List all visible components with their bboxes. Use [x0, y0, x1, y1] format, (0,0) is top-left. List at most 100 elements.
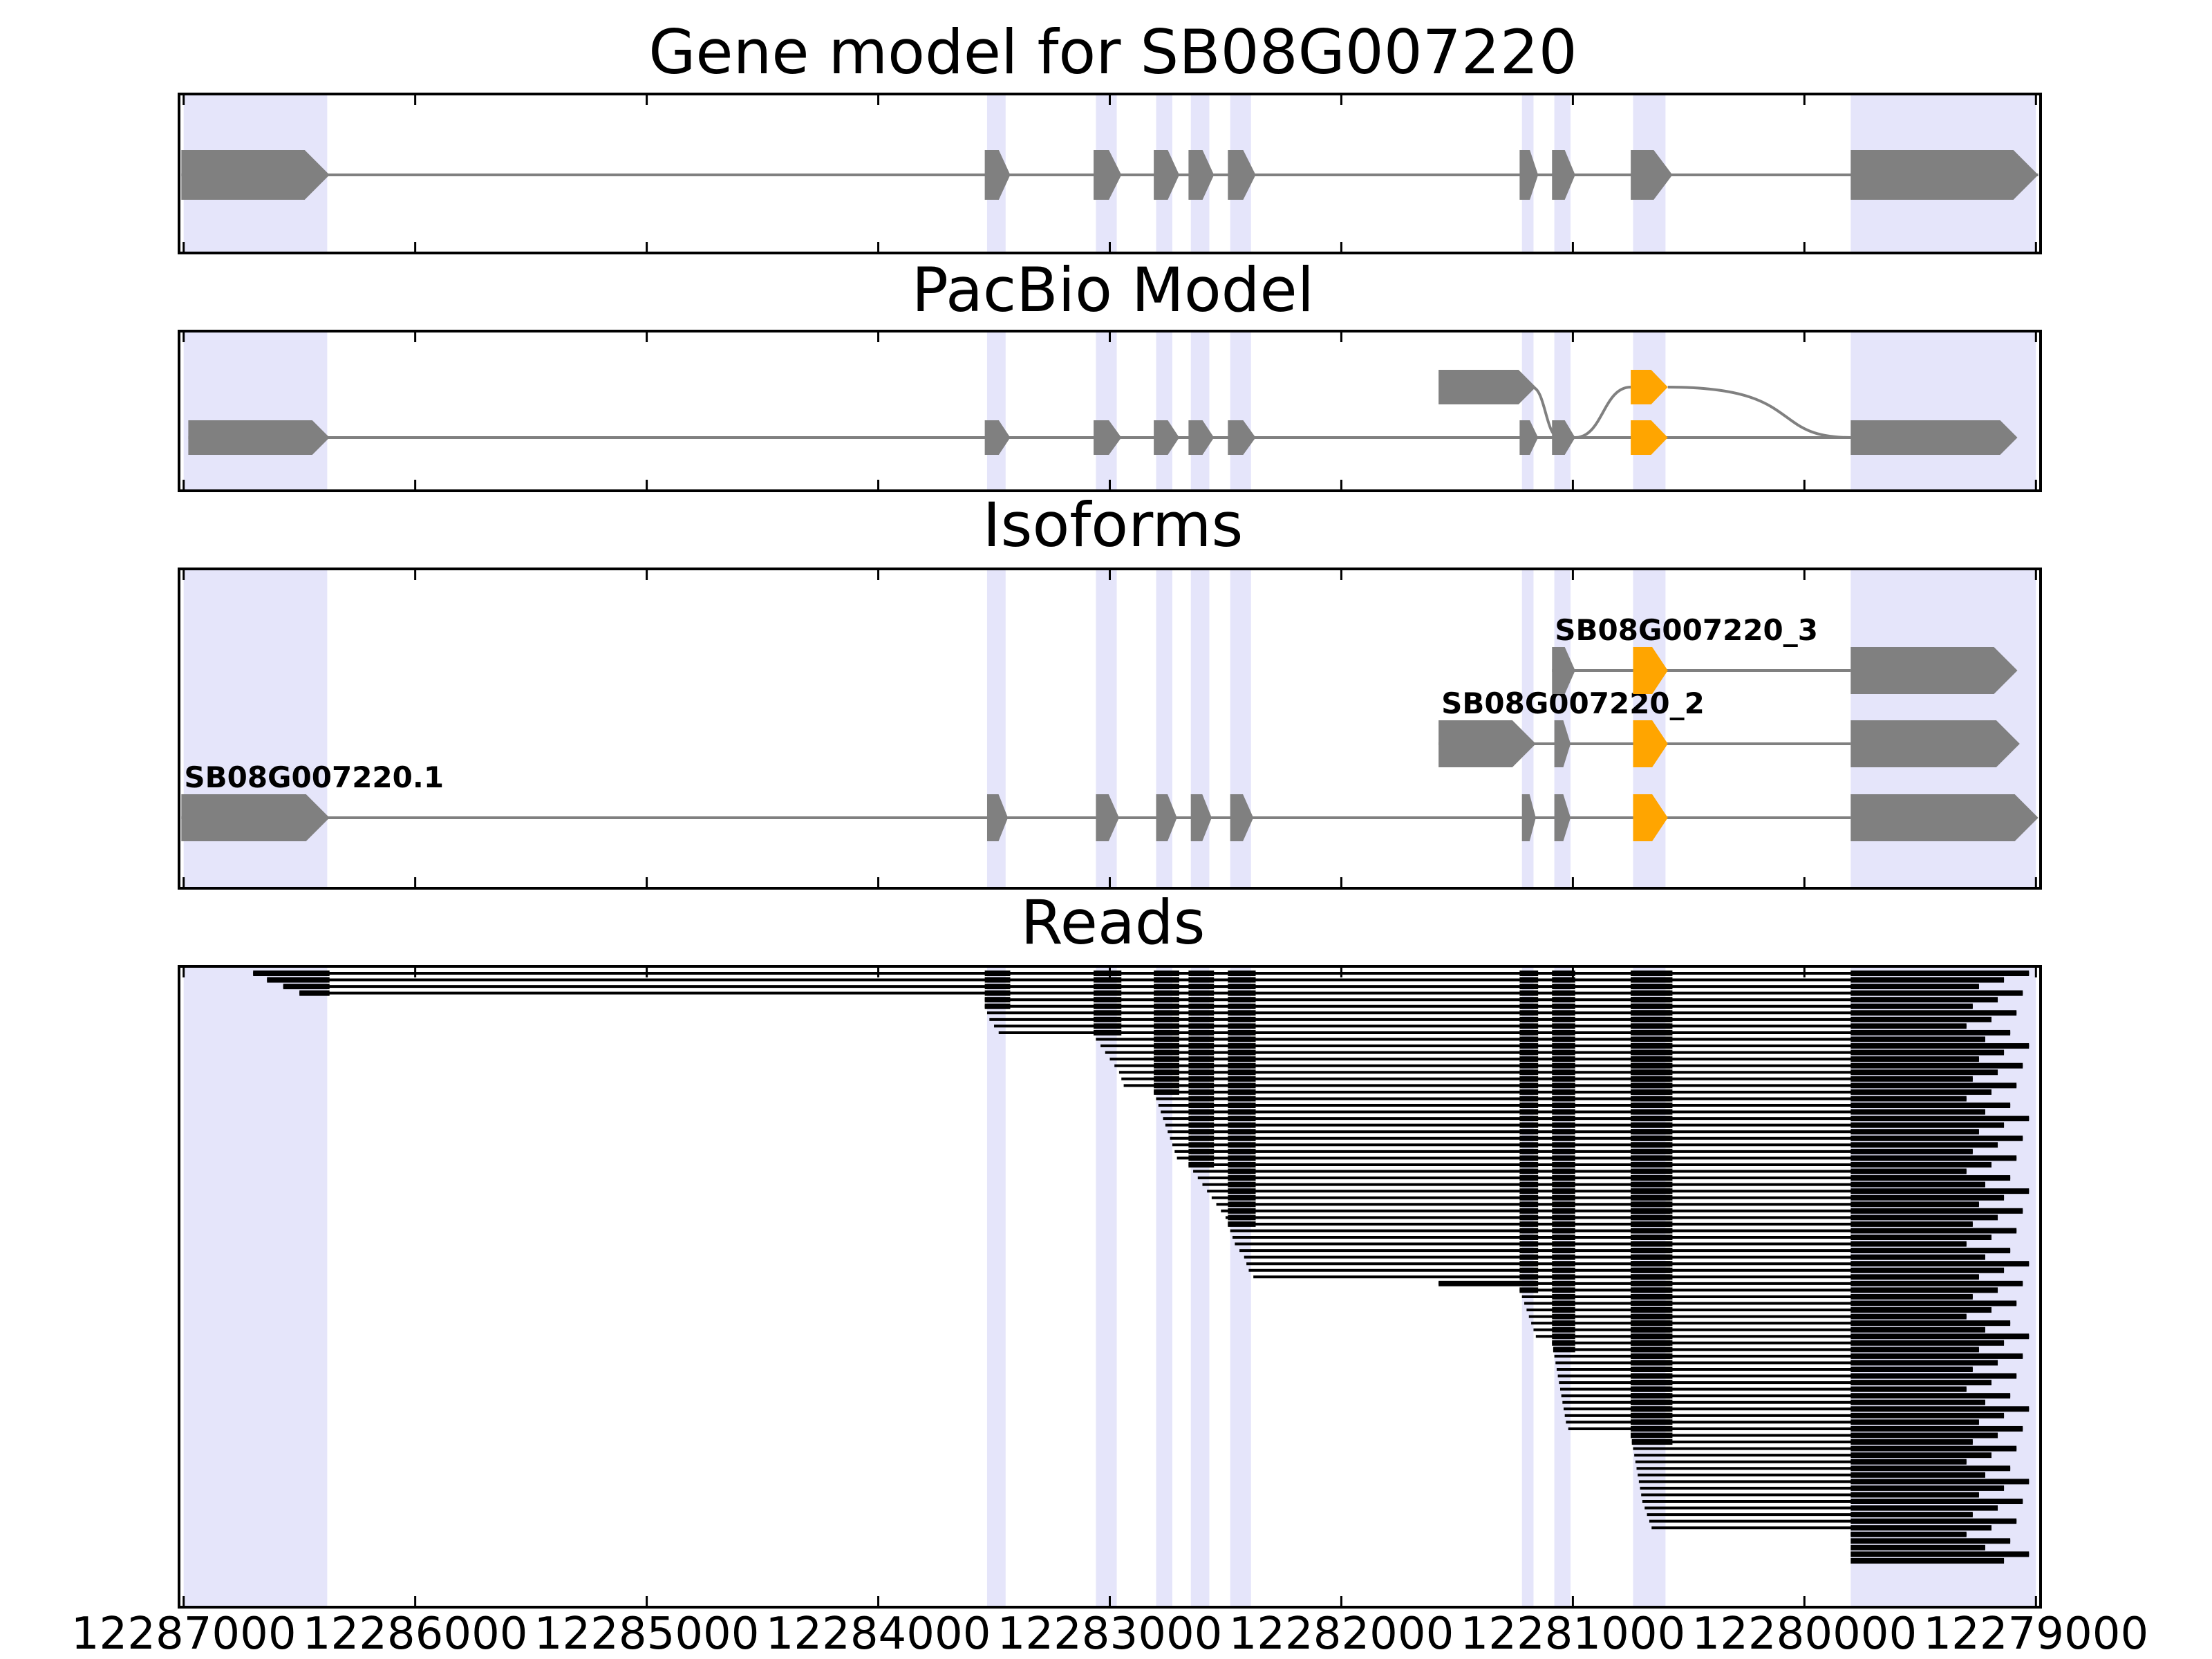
read-block — [1631, 1056, 1671, 1062]
read-block — [1552, 977, 1575, 983]
read-block — [1188, 1155, 1215, 1161]
exon-block — [1552, 647, 1575, 694]
read-block — [1519, 1003, 1539, 1009]
x-tick-label: 12283000 — [997, 1609, 1223, 1659]
highlight-band — [183, 331, 328, 491]
highlight-band — [1096, 331, 1117, 491]
read-block — [1631, 1293, 1671, 1300]
read-block — [1188, 1029, 1215, 1035]
read-block — [1850, 1393, 2011, 1399]
read-block — [1188, 1010, 1215, 1016]
pacbio-model-panel — [178, 330, 2042, 492]
read-block — [1552, 1049, 1575, 1056]
read-block — [1228, 1109, 1256, 1115]
read-block — [1188, 1056, 1215, 1062]
read-block — [1228, 1161, 1256, 1168]
read-block — [1850, 1036, 1985, 1042]
read-block — [1850, 1129, 1979, 1135]
isoforms-panel: SB08G007220.1 SB08G007220_2 SB08G007220_3 — [178, 568, 2042, 890]
read-block — [1850, 1544, 1985, 1550]
read-block — [1850, 1103, 2011, 1108]
read-block — [1631, 997, 1671, 1003]
splice-curve — [1531, 386, 1560, 439]
exon-block — [1096, 794, 1119, 841]
read-block — [1631, 1194, 1671, 1201]
read-block — [1850, 1280, 2023, 1286]
read-block — [1519, 1155, 1539, 1161]
read-block — [1094, 971, 1122, 976]
read-block — [1552, 1320, 1575, 1327]
x-axis-tick-labels: 12287000 12286000 12285000 12284000 1228… — [71, 1609, 2148, 1659]
exon-block — [1230, 794, 1254, 841]
x-tick-label: 12279000 — [1923, 1609, 2148, 1659]
read-block — [1631, 990, 1671, 996]
read-block — [1519, 1228, 1539, 1234]
x-tick-label: 12281000 — [1461, 1609, 1686, 1659]
read-block — [1094, 1003, 1122, 1009]
read-block — [1631, 1016, 1671, 1022]
exon-block — [1850, 720, 2020, 767]
read-block — [1552, 1181, 1575, 1188]
read-block — [1850, 1023, 1967, 1029]
read-block — [1188, 1062, 1215, 1069]
read-block — [1552, 1003, 1575, 1009]
read-block — [1631, 1432, 1671, 1438]
read-block — [1519, 1168, 1539, 1174]
read-block — [1519, 1043, 1539, 1049]
read-block — [1228, 1181, 1256, 1188]
highlight-band — [1633, 966, 1666, 1607]
read-block — [1519, 971, 1539, 976]
read-block — [1631, 1148, 1671, 1154]
read-block — [1519, 1221, 1539, 1227]
exon-block — [1228, 150, 1256, 200]
read-block — [1519, 1016, 1539, 1022]
read-block — [1850, 1307, 1991, 1313]
alternative-exon — [1633, 794, 1668, 841]
read-block — [1850, 1010, 2017, 1016]
read-block — [1850, 1267, 2005, 1273]
x-tick-label: 12285000 — [534, 1609, 760, 1659]
read-block — [1850, 1386, 1967, 1392]
read-block — [1552, 1261, 1575, 1267]
read-block — [1850, 1003, 1973, 1009]
read-block — [1850, 1347, 1979, 1353]
exon-block — [1438, 370, 1536, 404]
read-block — [1631, 1235, 1671, 1240]
read-block — [1188, 977, 1215, 983]
read-block — [299, 990, 330, 996]
read-block — [1631, 1425, 1671, 1432]
read-block — [1631, 1103, 1671, 1108]
read-block — [1154, 1056, 1179, 1062]
read-block — [1552, 1168, 1575, 1174]
read-block — [1094, 1029, 1122, 1035]
read-block — [1850, 1340, 2005, 1346]
read-block — [1154, 1062, 1179, 1069]
read-block — [1850, 1241, 1967, 1247]
read-block — [1631, 1116, 1671, 1122]
read-block — [1519, 1135, 1539, 1141]
highlight-band — [986, 966, 1006, 1607]
exon-block — [181, 150, 330, 200]
highlight-band — [1554, 966, 1571, 1607]
read-block — [984, 971, 1011, 976]
read-block — [1850, 1525, 1991, 1531]
read-block — [1228, 971, 1256, 976]
read-block — [1552, 1215, 1575, 1221]
read-block — [1228, 1010, 1256, 1016]
read-block — [1850, 1492, 1979, 1498]
read-block — [1228, 1194, 1256, 1201]
read-block — [1552, 1280, 1575, 1286]
read-block — [1631, 1043, 1671, 1049]
read-block — [1850, 1412, 2005, 1418]
read-block — [1154, 990, 1179, 996]
read-block — [1552, 1274, 1575, 1280]
read-block — [984, 977, 1011, 983]
read-block — [1631, 1221, 1671, 1227]
read-block — [283, 984, 330, 990]
read-block — [1552, 1228, 1575, 1234]
read-block — [1228, 1043, 1256, 1049]
exon-block — [1156, 794, 1177, 841]
exon-block — [1228, 420, 1256, 455]
read-block — [1228, 1016, 1256, 1022]
read-block — [1631, 1406, 1671, 1412]
